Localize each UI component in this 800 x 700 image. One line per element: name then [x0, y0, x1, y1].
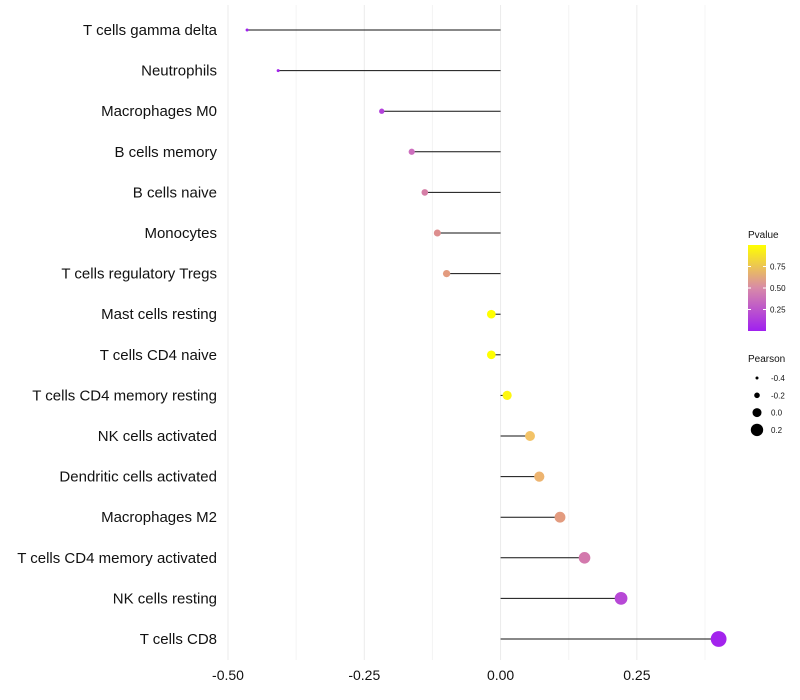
data-point: [486, 309, 496, 319]
data-point: [554, 511, 566, 523]
pvalue-colorbar: [748, 245, 766, 331]
category-label: T cells CD4 memory activated: [17, 550, 217, 567]
category-label: B cells naive: [133, 184, 217, 201]
data-point: [502, 390, 512, 401]
size-legend-dot: [750, 423, 764, 437]
size-legend-dot: [752, 408, 762, 418]
data-point: [442, 269, 451, 278]
data-point: [578, 551, 591, 564]
data-point: [433, 229, 441, 237]
colorbar-tick-label: 0.75: [770, 263, 786, 272]
grid: [227, 5, 706, 660]
category-label: T cells CD8: [140, 631, 217, 648]
category-label: Macrophages M0: [101, 103, 217, 120]
category-label: NK cells resting: [113, 590, 217, 607]
lollipop-points: [245, 28, 727, 647]
x-axis-ticks: -0.50 -0.25 0.00 0.25: [212, 667, 651, 683]
category-labels: T cells gamma delta Neutrophils Macrophage…: [17, 22, 217, 648]
colorbar-tick-label: 0.50: [770, 284, 786, 293]
size-legend-dot: [754, 392, 760, 399]
x-tick-label: -0.50: [212, 667, 244, 683]
size-legend-label: -0.2: [771, 391, 785, 400]
category-label: T cells regulatory Tregs: [61, 266, 217, 283]
x-tick-label: 0.00: [487, 667, 514, 683]
category-label: T cells CD4 memory resting: [32, 387, 217, 404]
data-point: [276, 69, 280, 73]
size-legend-label: 0.2: [771, 426, 783, 435]
data-point: [421, 189, 429, 196]
colorbar-tick-label: 0.25: [770, 306, 786, 315]
category-label: T cells CD4 naive: [100, 347, 217, 364]
category-label: Neutrophils: [141, 63, 217, 80]
pearson-size-legend: -0.4 -0.2 0.0 0.2: [750, 374, 785, 437]
category-label: Macrophages M2: [101, 509, 217, 526]
category-label: Dendritic cells activated: [59, 469, 217, 486]
legend: Pvalue 0.25 0.50 0.75 Pearson -0.4 -0.2 0.0 0…: [748, 230, 786, 437]
data-point: [408, 148, 415, 155]
size-legend-label: -0.4: [771, 374, 785, 383]
category-label: NK cells activated: [98, 428, 217, 445]
pvalue-legend-title: Pvalue: [748, 230, 779, 241]
x-tick-label: -0.25: [348, 667, 380, 683]
data-point: [379, 108, 385, 114]
category-label: B cells memory: [114, 144, 217, 161]
size-legend-label: 0.0: [771, 409, 783, 418]
data-point: [614, 592, 628, 605]
pearson-legend-title: Pearson: [748, 354, 785, 365]
category-label: Mast cells resting: [101, 306, 217, 323]
data-point: [245, 28, 249, 32]
x-tick-label: 0.25: [623, 667, 650, 683]
data-point: [486, 350, 496, 360]
size-legend-dot: [755, 376, 759, 380]
category-label: T cells gamma delta: [83, 22, 218, 39]
pvalue-legend-ticks: 0.25 0.50 0.75: [748, 263, 786, 315]
category-label: Monocytes: [144, 225, 217, 242]
data-point: [534, 471, 545, 482]
lollipop-stems: [247, 29, 719, 640]
data-point: [710, 631, 727, 647]
data-point: [525, 431, 535, 441]
